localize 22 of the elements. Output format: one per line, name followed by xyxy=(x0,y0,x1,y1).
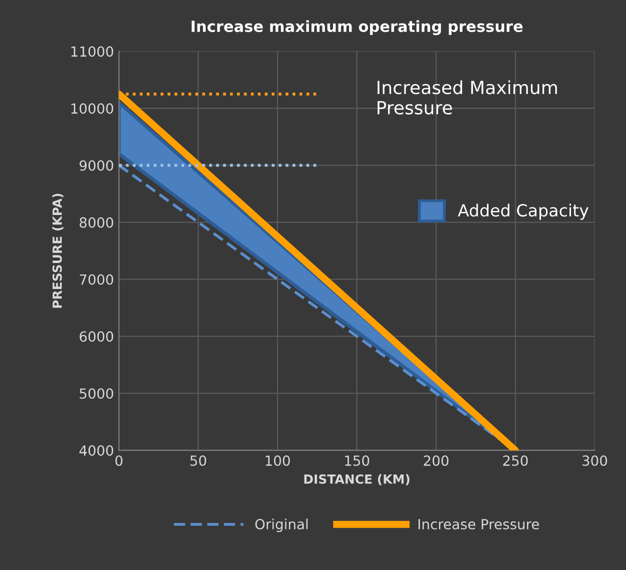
x-tick-label: 300 xyxy=(582,455,608,466)
y-axis-title: PRESSURE (KPA) xyxy=(52,194,64,308)
x-tick-label: 200 xyxy=(424,455,448,466)
legend-label: Original xyxy=(255,518,308,532)
y-tick-label: 7000 xyxy=(80,274,114,285)
y-tick-label: 11000 xyxy=(71,46,114,57)
chart-title: Increase maximum operating pressure xyxy=(192,20,523,36)
legend-label: Added Capacity xyxy=(458,204,588,220)
x-tick-label: 250 xyxy=(503,455,528,466)
x-axis-title: DISTANCE (KM) xyxy=(304,474,410,486)
x-tick-label: 50 xyxy=(190,455,206,466)
legend-label: Increase Pressure xyxy=(418,519,539,530)
x-tick-label: 0 xyxy=(115,455,122,466)
y-tick-label: 4000 xyxy=(79,445,114,456)
y-tick-label: 10000 xyxy=(71,103,114,114)
y-tick-label: 5000 xyxy=(80,388,114,399)
y-tick-label: 6000 xyxy=(80,331,114,342)
y-tick-label: 8000 xyxy=(80,217,114,228)
annotation: Increased Maximum Pressure xyxy=(378,80,557,115)
y-tick-label: 9000 xyxy=(80,160,114,171)
x-tick-label: 100 xyxy=(266,455,290,466)
x-tick-label: 150 xyxy=(345,455,370,466)
